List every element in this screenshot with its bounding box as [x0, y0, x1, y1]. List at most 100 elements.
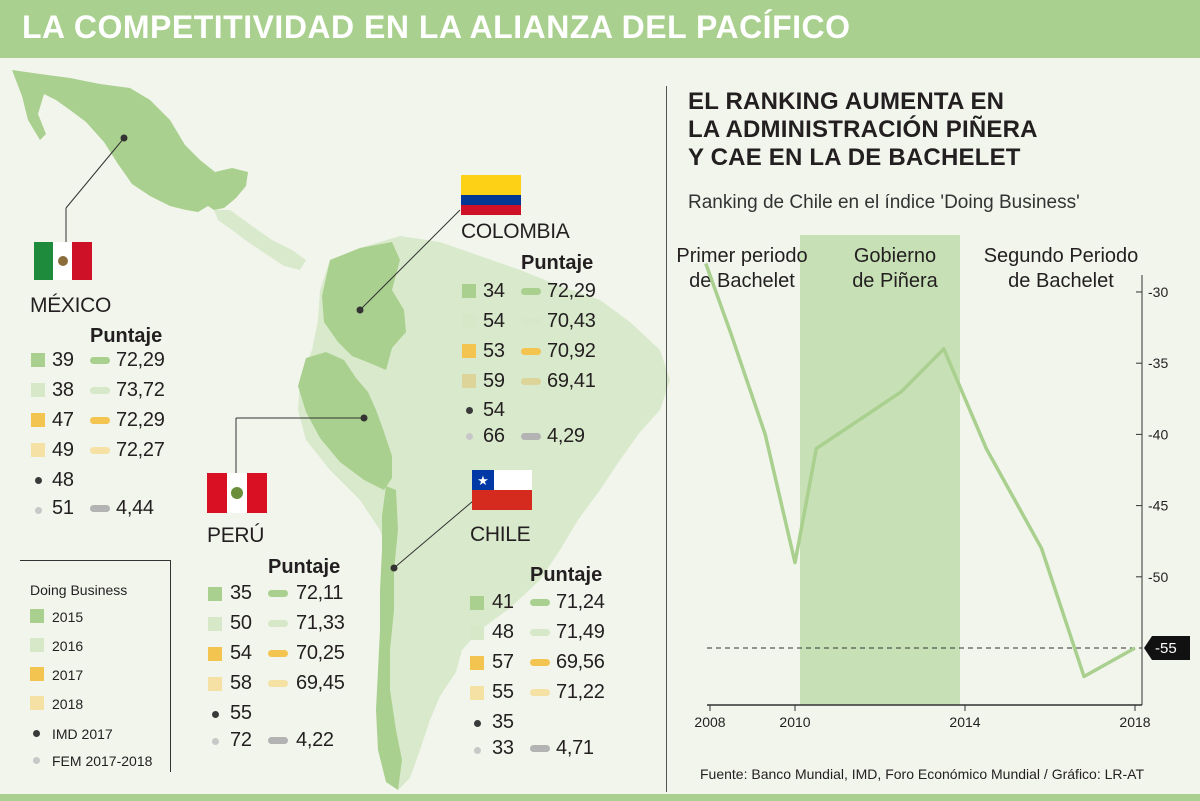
ranking-title-line-1: EL RANKING AUMENTA EN — [688, 88, 1005, 115]
colombia-rank-2018: 59 — [483, 370, 505, 392]
peru-rank-2016: 50 — [230, 612, 252, 634]
ranking-subtitle: Ranking de Chile en el índice 'Doing Bus… — [688, 192, 1080, 213]
chile-rank-fem: 33 — [492, 737, 514, 759]
x-tick-label: 2010 — [779, 714, 810, 730]
mexico-puntaje-label: Puntaje — [90, 325, 163, 347]
legend-2016: 2016 — [52, 638, 84, 654]
period-middle-label-1: Gobierno — [854, 245, 936, 267]
legend-imd: IMD 2017 — [52, 726, 113, 742]
mexico-score-2017: 72,29 — [116, 409, 165, 431]
source-note: Fuente: Banco Mundial, IMD, Foro Económi… — [700, 766, 1145, 782]
pinera-shaded-band — [800, 235, 960, 705]
y-tick-label: -45 — [1148, 498, 1168, 514]
chile-score-2017: 69,56 — [556, 651, 605, 673]
mexico-score-2015: 72,29 — [116, 349, 165, 371]
x-tick-label: 2014 — [949, 714, 980, 730]
svg-text:★: ★ — [477, 474, 489, 489]
chile-rank-2018: 55 — [492, 681, 514, 703]
colombia-name: COLOMBIA — [461, 220, 570, 243]
bottom-bar — [0, 794, 1200, 801]
colombia-puntaje-label: Puntaje — [521, 252, 594, 274]
x-tick-label: 2008 — [694, 714, 725, 730]
peru-score-2018: 69,45 — [296, 672, 345, 694]
central-america-shape — [214, 210, 306, 270]
latin-america-map — [12, 70, 670, 790]
chile-puntaje-label: Puntaje — [530, 564, 603, 586]
peru-rank-2018: 58 — [230, 672, 252, 694]
mexico-rank-2017: 47 — [52, 409, 74, 431]
legend-fem: FEM 2017-2018 — [52, 753, 153, 769]
legend-2018: 2018 — [52, 696, 84, 712]
page-title: LA COMPETITIVIDAD EN LA ALIANZA DEL PACÍ… — [22, 9, 851, 45]
mexico-score-fem: 4,44 — [116, 497, 154, 519]
peru-puntaje-label: Puntaje — [268, 556, 341, 578]
chile-score-fem: 4,71 — [556, 737, 594, 759]
chile-score-2018: 71,22 — [556, 681, 605, 703]
mexico-rank-2016: 38 — [52, 379, 74, 401]
period-second-label-2: de Bachelet — [1008, 270, 1114, 292]
legend-2015: 2015 — [52, 609, 84, 625]
colombia-flag-icon — [461, 175, 521, 215]
chile-rank-2016: 48 — [492, 621, 514, 643]
colombia-marker — [356, 306, 364, 314]
colombia-score-2017: 70,92 — [547, 340, 596, 362]
peru-score-2017: 70,25 — [296, 642, 345, 664]
chile-score-2016: 71,49 — [556, 621, 605, 643]
chile-rank-2015: 41 — [492, 591, 514, 613]
chile-ranking-chart: Primer periodo de Bachelet Gobierno de P… — [676, 235, 1190, 730]
peru-marker — [360, 414, 368, 422]
chile-rank-imd: 35 — [492, 711, 514, 733]
colombia-rank-fem: 66 — [483, 425, 505, 447]
highlight-label: -55 — [1155, 640, 1177, 657]
colombia-score-2015: 72,29 — [547, 280, 596, 302]
ranking-title: EL RANKING AUMENTA EN LA ADMINISTRACIÓN … — [688, 88, 1038, 172]
mexico-score-2016: 73,72 — [116, 379, 165, 401]
mexico-name: MÉXICO — [30, 294, 112, 317]
y-tick-label: -50 — [1148, 569, 1168, 585]
peru-flag-icon — [207, 473, 267, 513]
mexico-rank-fem: 51 — [52, 497, 74, 519]
legend: Doing Business 2015 2016 2017 2018 IMD 2… — [20, 560, 171, 772]
peru-shape — [298, 352, 392, 490]
mexico-shape — [12, 70, 248, 212]
period-middle-label-2: de Piñera — [852, 270, 938, 292]
chile-flag-icon: ★ — [472, 470, 532, 510]
ranking-title-line-2: LA ADMINISTRACIÓN PIÑERA — [688, 116, 1038, 143]
peru-rank-fem: 72 — [230, 729, 252, 751]
mexico-score-2018: 72,27 — [116, 439, 165, 461]
y-tick-label: -35 — [1148, 355, 1168, 371]
mexico-flag-icon — [34, 242, 92, 280]
legend-title: Doing Business — [30, 582, 128, 598]
y-tick-label: -30 — [1148, 284, 1168, 300]
chile-shape — [376, 486, 402, 790]
peru-rank-2015: 35 — [230, 582, 252, 604]
colombia-rank-imd: 54 — [483, 399, 505, 421]
colombia-score-fem: 4,29 — [547, 425, 585, 447]
chile-score-2015: 71,24 — [556, 591, 605, 613]
peru-score-2016: 71,33 — [296, 612, 345, 634]
highlight-tag — [1144, 636, 1190, 661]
chile-name: CHILE — [470, 523, 531, 546]
peru-rank-2017: 54 — [230, 642, 252, 664]
peru-name: PERÚ — [207, 524, 265, 547]
mexico-rank-imd: 48 — [52, 469, 74, 491]
colombia-rank-2017: 53 — [483, 340, 505, 362]
legend-2017: 2017 — [52, 667, 84, 683]
chile-marker — [390, 564, 398, 572]
header-banner: LA COMPETITIVIDAD EN LA ALIANZA DEL PACÍ… — [0, 0, 1200, 58]
colombia-score-2016: 70,43 — [547, 310, 596, 332]
chile-rank-2017: 57 — [492, 651, 514, 673]
peru-score-fem: 4,22 — [296, 729, 334, 751]
mexico-marker — [120, 134, 128, 142]
peru-rank-imd: 55 — [230, 702, 252, 724]
period-second-label-1: Segundo Periodo — [984, 245, 1139, 267]
mexico-rank-2018: 49 — [52, 439, 74, 461]
mexico-rank-2015: 39 — [52, 349, 74, 371]
period-first-label-1: Primer periodo — [676, 245, 807, 267]
colombia-rank-2016: 54 — [483, 310, 505, 332]
series-line-chile — [704, 262, 1136, 679]
period-first-label-2: de Bachelet — [689, 270, 795, 292]
south-america-shape — [298, 236, 670, 790]
y-tick-label: -40 — [1148, 426, 1168, 442]
colombia-score-2018: 69,41 — [547, 370, 596, 392]
